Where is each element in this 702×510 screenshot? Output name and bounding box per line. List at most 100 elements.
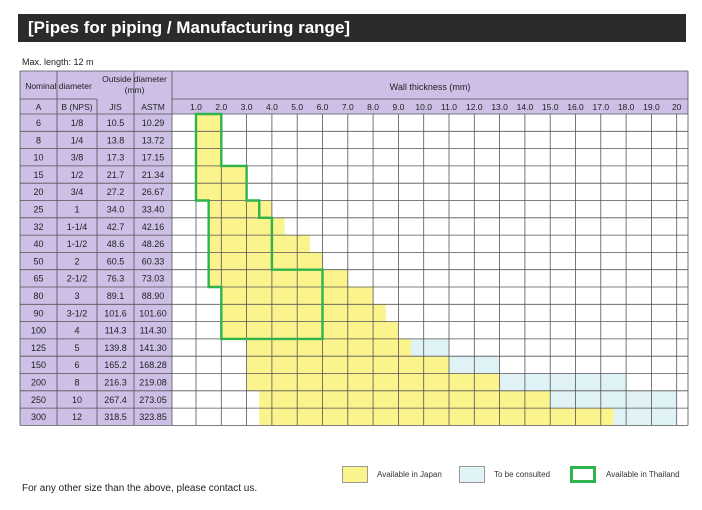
nominal-diameter-header: Nominal diameter [25, 81, 92, 91]
row-astm-value: 101.60 [139, 308, 167, 318]
thickness-tick-label: 15.0 [542, 102, 559, 112]
legend-japan-label: Available in Japan [377, 470, 442, 479]
header-background [20, 71, 688, 114]
row-astm-value: 10.29 [142, 118, 165, 128]
thickness-tick-label: 4.0 [266, 102, 278, 112]
row-jis-value: 10.5 [107, 118, 125, 128]
row-a-value: 40 [33, 239, 43, 249]
row-a-value: 125 [31, 343, 46, 353]
thickness-tick-label: 9.0 [392, 102, 404, 112]
row-a-value: 300 [31, 412, 46, 422]
row-a-value: 200 [31, 378, 46, 388]
row-astm-value: 17.15 [142, 153, 165, 163]
row-b-value: 3 [74, 291, 79, 301]
row-a-value: 250 [31, 395, 46, 405]
japan-range-90 [221, 304, 386, 322]
row-astm-value: 141.30 [139, 343, 167, 353]
japan-range-6 [196, 114, 222, 132]
japan-range-8 [196, 131, 222, 149]
thickness-tick-label: 10.0 [415, 102, 432, 112]
consult-range-125 [411, 338, 449, 357]
row-jis-value: 139.8 [104, 343, 127, 353]
row-a-value: 8 [36, 135, 41, 145]
row-jis-value: 27.2 [107, 187, 125, 197]
col-b-header: B (NPS) [61, 102, 92, 112]
legend-japan-swatch [342, 466, 368, 483]
outside-diameter-header: Outside diameter [102, 74, 167, 84]
row-jis-value: 114.3 [105, 326, 127, 336]
thickness-tick-label: 17.0 [593, 102, 610, 112]
row-astm-value: 60.33 [142, 256, 165, 266]
row-b-value: 3/4 [71, 187, 84, 197]
legend-thailand-swatch [570, 466, 596, 483]
japan-range-40 [208, 235, 310, 253]
row-a-value: 20 [33, 187, 43, 197]
consult-range-200 [499, 373, 627, 391]
thickness-tick-label: 5.0 [291, 102, 303, 112]
japan-range-50 [208, 252, 323, 270]
contact-footnote: For any other size than the above, pleas… [22, 483, 258, 494]
thailand-range-outline [194, 112, 324, 341]
row-b-value: 1-1/4 [67, 222, 88, 232]
row-astm-value: 168.28 [139, 360, 167, 370]
japan-range-25 [208, 200, 272, 218]
row-jis-value: 101.6 [104, 308, 127, 318]
row-astm-value: 42.16 [142, 222, 165, 232]
row-astm-value: 273.05 [139, 395, 167, 405]
row-a-value: 15 [33, 170, 43, 180]
row-astm-value: 88.90 [142, 291, 165, 301]
row-b-value: 2-1/2 [67, 274, 88, 284]
row-astm-value: 114.30 [140, 326, 167, 336]
thickness-tick-label: 14.0 [517, 102, 534, 112]
row-a-value: 100 [31, 326, 46, 336]
row-jis-value: 60.5 [107, 256, 125, 266]
thickness-tick-label: 12.0 [466, 102, 483, 112]
thickness-tick-label: 6.0 [317, 102, 329, 112]
col-a-header: A [36, 102, 42, 112]
legend-thailand-label: Available in Thailand [606, 470, 680, 479]
row-astm-value: 323.85 [139, 412, 167, 422]
row-a-value: 90 [33, 308, 43, 318]
max-length-note: Max. length: 12 m [22, 57, 94, 67]
row-a-value: 25 [33, 205, 43, 215]
row-jis-value: 267.4 [104, 395, 127, 405]
row-b-value: 2 [74, 256, 79, 266]
row-astm-value: 219.08 [139, 378, 167, 388]
row-a-value: 32 [33, 222, 43, 232]
row-b-value: 3-1/2 [67, 308, 88, 318]
row-astm-value: 13.72 [142, 135, 165, 145]
thickness-tick-label: 1.0 [190, 102, 202, 112]
row-a-value: 10 [33, 153, 43, 163]
row-jis-value: 21.7 [107, 170, 125, 180]
row-b-value: 1 [74, 205, 79, 215]
row-jis-value: 17.3 [107, 153, 125, 163]
row-jis-value: 48.6 [107, 239, 125, 249]
legend-consult-swatch [459, 466, 485, 483]
outside-diameter-unit: (mm) [125, 85, 145, 95]
row-b-value: 6 [74, 360, 79, 370]
row-jis-value: 13.8 [107, 135, 125, 145]
row-a-value: 65 [33, 274, 43, 284]
thickness-tick-label: 19.0 [643, 102, 660, 112]
row-b-value: 8 [74, 378, 79, 388]
legend-consult-label: To be consulted [494, 470, 551, 479]
row-jis-value: 76.3 [107, 274, 125, 284]
row-astm-value: 73.03 [142, 274, 165, 284]
row-b-value: 12 [72, 412, 82, 422]
row-jis-value: 34.0 [107, 205, 125, 215]
consult-range-250 [550, 390, 677, 409]
japan-range-300 [259, 408, 614, 426]
wall-thickness-header: Wall thickness (mm) [390, 82, 471, 92]
col-jis-header: JIS [109, 102, 122, 112]
row-b-value: 5 [74, 343, 79, 353]
row-b-value: 1/8 [71, 118, 84, 128]
thickness-tick-label: 7.0 [342, 102, 354, 112]
thickness-tick-label: 3.0 [241, 102, 253, 112]
row-astm-value: 26.67 [142, 187, 165, 197]
thickness-tick-label: 8.0 [367, 102, 379, 112]
row-jis-value: 42.7 [107, 222, 125, 232]
row-b-value: 10 [72, 395, 82, 405]
col-astm-header: ASTM [141, 102, 165, 112]
japan-range-10 [196, 148, 222, 166]
